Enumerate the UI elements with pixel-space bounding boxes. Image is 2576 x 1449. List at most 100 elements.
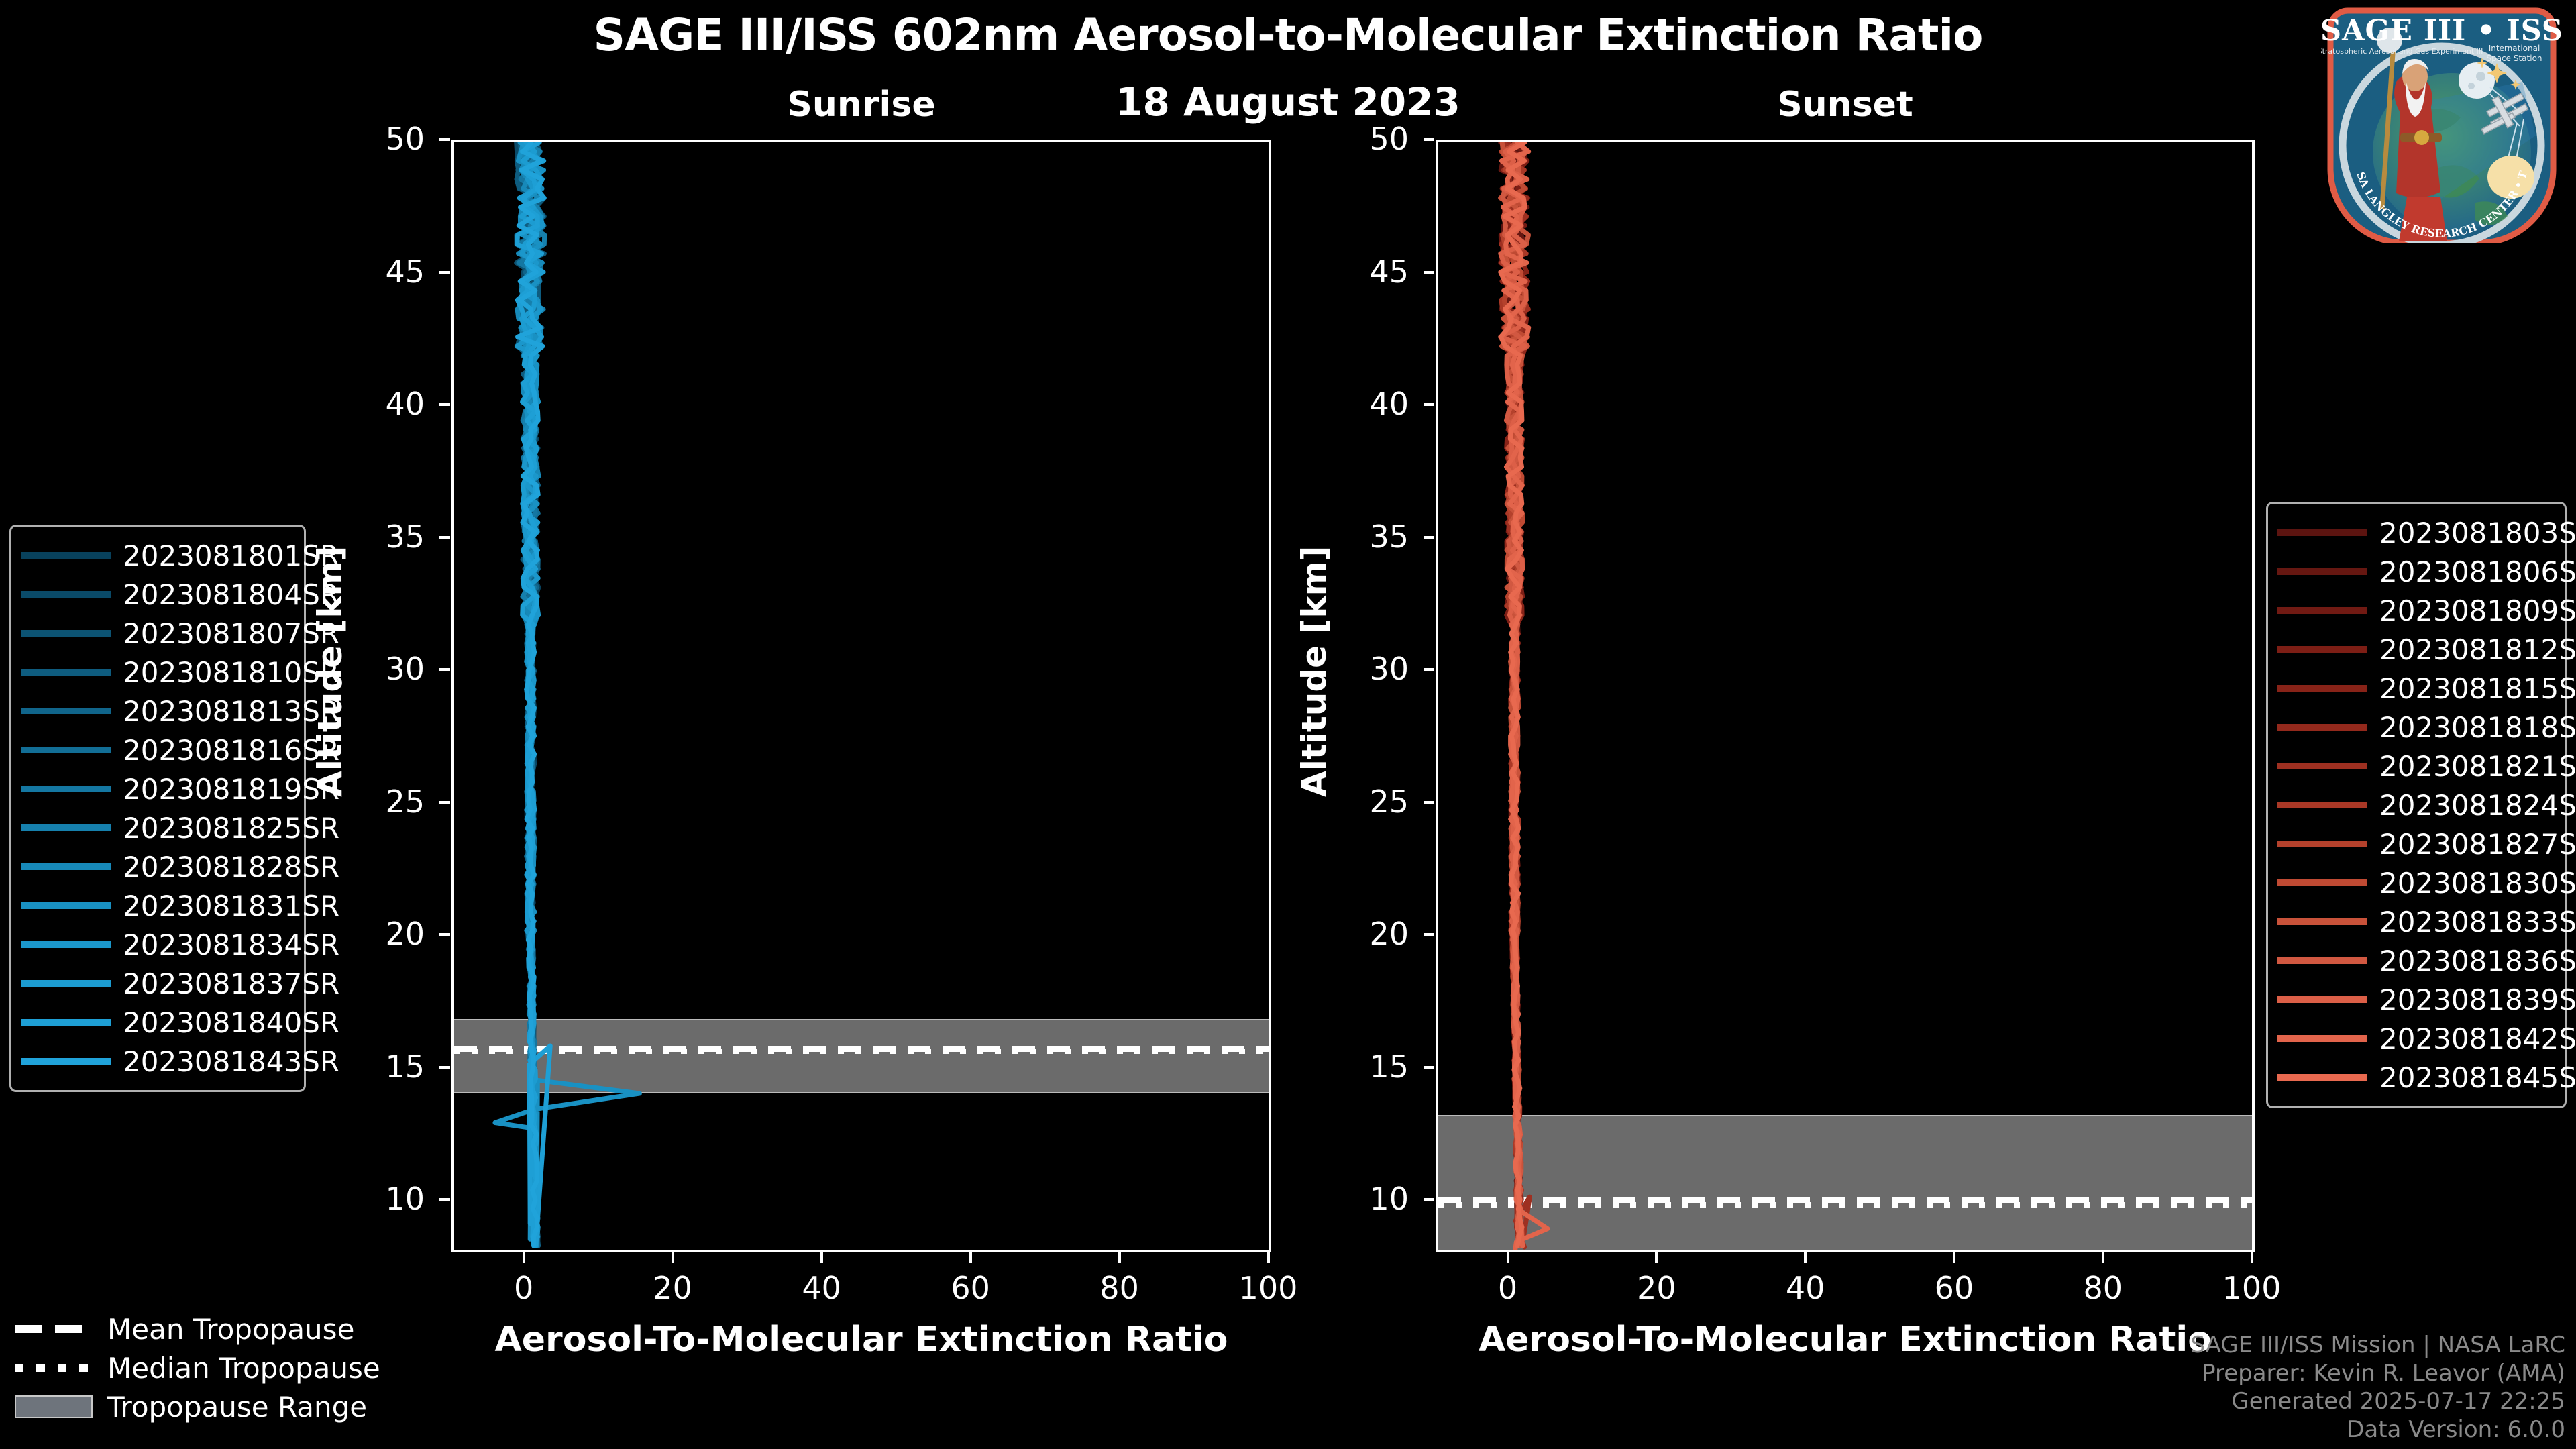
legend-item-2023081806SS[interactable]: 2023081806SS xyxy=(2277,552,2576,591)
legend-color-swatch xyxy=(2277,996,2367,1003)
y-tick-mark xyxy=(439,1198,450,1201)
legend-label: 2023081801SR xyxy=(123,539,340,572)
legend-item-tropopause-range: Tropopause Range xyxy=(15,1387,431,1426)
legend-item-2023081809SS[interactable]: 2023081809SS xyxy=(2277,591,2576,630)
patch-subtitle-right-2: Space Station xyxy=(2486,54,2542,63)
legend-label: 2023081819SR xyxy=(123,772,340,806)
legend-color-swatch xyxy=(2277,724,2367,731)
legend-label: 2023081836SS xyxy=(2379,944,2576,977)
date-title: 18 August 2023 xyxy=(1116,79,1460,125)
page-title: SAGE III/ISS 602nm Aerosol-to-Molecular … xyxy=(593,9,1984,61)
x-tick-mark xyxy=(2250,1252,2253,1263)
legend-item-2023081807SR[interactable]: 2023081807SR xyxy=(21,614,339,653)
legend-item-2023081801SR[interactable]: 2023081801SR xyxy=(21,536,339,575)
sunset-legend: 2023081803SS 2023081806SS 2023081809SS 2023… xyxy=(2266,502,2576,1108)
y-tick-label: 45 xyxy=(385,253,425,290)
legend-item-2023081816SR[interactable]: 2023081816SR xyxy=(21,731,339,769)
legend-color-swatch xyxy=(2277,568,2367,575)
legend-color-swatch xyxy=(2277,1074,2367,1081)
y-tick-label: 25 xyxy=(1369,783,1409,820)
legend-label: 2023081833SS xyxy=(2379,905,2576,938)
legend-color-swatch xyxy=(21,630,111,637)
legend-item-2023081819SR[interactable]: 2023081819SR xyxy=(21,769,339,808)
legend-label: 2023081807SR xyxy=(123,616,340,650)
legend-color-swatch xyxy=(2277,646,2367,653)
y-tick-mark xyxy=(439,403,450,406)
legend-item-2023081815SS[interactable]: 2023081815SS xyxy=(2277,669,2576,708)
y-tick-mark xyxy=(439,800,450,804)
sage-iii-iss-logo: BALL • NASA LANGLEY RESEARCH CENTER • TA… xyxy=(2321,7,2563,243)
sunrise-panel-title: Sunrise xyxy=(787,85,936,125)
y-tick-label: 45 xyxy=(1369,253,1409,290)
y-tick-mark xyxy=(439,933,450,936)
legend-color-swatch xyxy=(2277,802,2367,808)
x-tick-label: 100 xyxy=(2222,1270,2282,1306)
legend-item-2023081824SS[interactable]: 2023081824SS xyxy=(2277,786,2576,824)
y-tick-label: 10 xyxy=(385,1181,425,1217)
legend-item-2023081834SR[interactable]: 2023081834SR xyxy=(21,925,339,964)
legend-color-swatch xyxy=(21,1019,111,1026)
x-tick-label: 0 xyxy=(514,1270,534,1306)
legend-label: 2023081843SR xyxy=(123,1044,340,1078)
legend-item-2023081842SS[interactable]: 2023081842SS xyxy=(2277,1019,2576,1058)
legend-item-2023081836SS[interactable]: 2023081836SS xyxy=(2277,941,2576,980)
legend-item-2023081813SR[interactable]: 2023081813SR xyxy=(21,692,339,731)
legend-label: 2023081806SS xyxy=(2379,555,2576,588)
legend-item-2023081810SR[interactable]: 2023081810SR xyxy=(21,653,339,692)
legend-color-swatch xyxy=(21,824,111,831)
legend-item-2023081827SS[interactable]: 2023081827SS xyxy=(2277,824,2576,863)
legend-item-2023081812SS[interactable]: 2023081812SS xyxy=(2277,630,2576,669)
legend-color-swatch xyxy=(2277,957,2367,964)
legend-item-2023081818SS[interactable]: 2023081818SS xyxy=(2277,708,2576,747)
legend-color-swatch xyxy=(2277,841,2367,847)
x-tick-mark xyxy=(2101,1252,2104,1263)
x-tick-label: 100 xyxy=(1238,1270,1298,1306)
patch-title: SAGE III • ISS xyxy=(2321,14,2563,48)
y-tick-mark xyxy=(439,1065,450,1069)
sunset-median-tropopause-line xyxy=(1438,1201,2252,1208)
series-line xyxy=(1499,142,1550,1250)
x-tick-mark xyxy=(522,1252,525,1263)
legend-item-2023081843SR[interactable]: 2023081843SR xyxy=(21,1042,339,1081)
x-tick-label: 80 xyxy=(1099,1270,1139,1306)
legend-item-2023081830SS[interactable]: 2023081830SS xyxy=(2277,863,2576,902)
y-tick-label: 40 xyxy=(1369,386,1409,422)
legend-color-swatch xyxy=(21,980,111,987)
legend-item-2023081821SS[interactable]: 2023081821SS xyxy=(2277,747,2576,786)
x-tick-mark xyxy=(1506,1252,1509,1263)
legend-color-swatch xyxy=(21,591,111,598)
x-tick-mark xyxy=(1267,1252,1270,1263)
legend-color-swatch xyxy=(2277,607,2367,614)
legend-item-2023081837SR[interactable]: 2023081837SR xyxy=(21,964,339,1003)
legend-label-median-tropopause: Median Tropopause xyxy=(107,1351,380,1385)
legend-item-2023081828SR[interactable]: 2023081828SR xyxy=(21,847,339,886)
legend-color-swatch xyxy=(21,786,111,792)
legend-label: 2023081831SR xyxy=(123,889,340,922)
legend-label-mean-tropopause: Mean Tropopause xyxy=(107,1312,355,1346)
legend-item-2023081831SR[interactable]: 2023081831SR xyxy=(21,886,339,925)
patch-wizard xyxy=(2377,28,2447,241)
legend-item-2023081825SR[interactable]: 2023081825SR xyxy=(21,808,339,847)
y-tick-mark xyxy=(1424,138,1434,141)
y-tick-mark xyxy=(1424,403,1434,406)
legend-item-2023081803SS[interactable]: 2023081803SS xyxy=(2277,513,2576,552)
legend-color-swatch xyxy=(2277,763,2367,769)
legend-color-swatch xyxy=(21,669,111,676)
y-axis-label: Altitude [km] xyxy=(1295,545,1334,797)
legend-color-swatch xyxy=(21,552,111,559)
sunrise-tropopause-range-band xyxy=(454,1019,1269,1094)
y-tick-label: 20 xyxy=(385,916,425,952)
legend-label: 2023081813SR xyxy=(123,694,340,728)
y-tick-mark xyxy=(1424,270,1434,274)
series-line xyxy=(515,142,547,1248)
y-tick-label: 35 xyxy=(1369,518,1409,555)
legend-item-2023081845SS[interactable]: 2023081845SS xyxy=(2277,1058,2576,1097)
legend-item-2023081839SS[interactable]: 2023081839SS xyxy=(2277,980,2576,1019)
legend-item-2023081840SR[interactable]: 2023081840SR xyxy=(21,1003,339,1042)
y-tick-mark xyxy=(439,138,450,141)
legend-item-2023081833SS[interactable]: 2023081833SS xyxy=(2277,902,2576,941)
x-tick-label: 40 xyxy=(802,1270,841,1306)
legend-item-2023081804SR[interactable]: 2023081804SR xyxy=(21,575,339,614)
y-tick-label: 10 xyxy=(1369,1181,1409,1217)
legend-color-swatch xyxy=(21,863,111,870)
